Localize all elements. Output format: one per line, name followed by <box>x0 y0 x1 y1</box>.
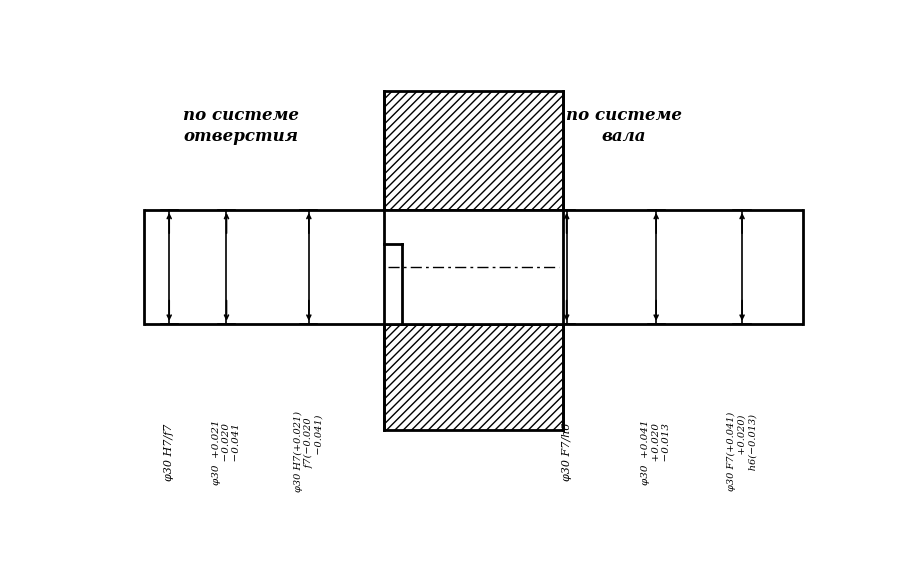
Bar <box>384 90 563 209</box>
Text: φ30 H7(+0.021)
      f7(−0.020
           −0.041): φ30 H7(+0.021) f7(−0.020 −0.041) <box>294 411 324 492</box>
Text: φ30 H7/f7: φ30 H7/f7 <box>164 423 175 480</box>
Text: φ30  +0.021
      −0.020
      −0.041: φ30 +0.021 −0.020 −0.041 <box>212 419 241 484</box>
Text: φ30  +0.041
      +0.020
      −0.013: φ30 +0.041 +0.020 −0.013 <box>641 419 671 484</box>
Bar <box>384 324 563 430</box>
Text: по системе
вала: по системе вала <box>565 107 682 145</box>
Text: φ30 F7(+0.041)
           +0.020)
      h6(−0.013): φ30 F7(+0.041) +0.020) h6(−0.013) <box>727 412 757 491</box>
Text: φ30 F7/h6: φ30 F7/h6 <box>562 423 572 481</box>
Bar <box>384 209 563 324</box>
Text: по системе
отверстия: по системе отверстия <box>183 107 298 145</box>
